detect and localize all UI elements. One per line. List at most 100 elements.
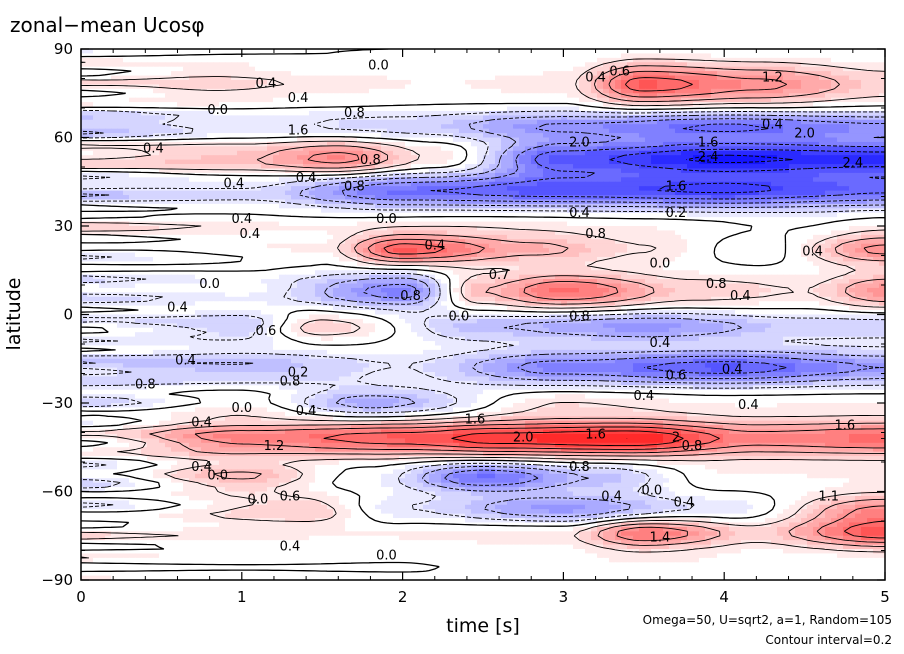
field-cell (867, 75, 874, 81)
field-cell (513, 53, 520, 59)
field-cell (711, 106, 718, 112)
field-cell (387, 133, 394, 139)
field-cell (813, 150, 820, 156)
field-cell (429, 181, 436, 187)
field-cell (381, 164, 388, 170)
field-cell (627, 79, 634, 85)
field-cell (735, 115, 742, 121)
field-cell (477, 75, 484, 81)
field-cell (567, 141, 574, 147)
field-cell (87, 57, 94, 63)
field-cell (465, 150, 472, 156)
field-cell (681, 155, 688, 161)
field-cell (483, 172, 490, 178)
field-cell (501, 49, 508, 55)
field-cell (321, 75, 328, 81)
field-cell (435, 93, 442, 99)
field-cell (843, 172, 850, 178)
field-cell (105, 49, 112, 55)
field-cell (297, 49, 304, 55)
field-cell (123, 66, 130, 72)
field-cell (537, 119, 544, 125)
field-cell (609, 128, 616, 134)
field-cell (87, 155, 94, 161)
field-cell (603, 62, 610, 68)
field-cell (819, 172, 826, 178)
field-cell (105, 212, 112, 218)
field-cell (417, 186, 424, 192)
field-cell (837, 110, 844, 116)
field-cell (165, 62, 172, 68)
field-cell (351, 141, 358, 147)
field-cell (261, 190, 268, 196)
field-cell (237, 97, 244, 103)
field-cell (189, 97, 196, 103)
field-cell (267, 208, 274, 214)
field-cell (381, 199, 388, 205)
field-cell (333, 93, 340, 99)
field-cell (681, 137, 688, 143)
field-cell (219, 124, 226, 130)
field-cell (717, 62, 724, 68)
field-cell (753, 88, 760, 94)
field-cell (165, 212, 172, 218)
field-cell (345, 137, 352, 143)
field-cell (495, 49, 502, 55)
field-cell (159, 97, 166, 103)
field-cell (429, 155, 436, 161)
field-cell (363, 195, 370, 201)
field-cell (867, 49, 874, 55)
field-cell (753, 203, 760, 209)
field-cell (297, 71, 304, 77)
field-cell (873, 124, 880, 130)
field-cell (525, 195, 532, 201)
field-cell (129, 172, 136, 178)
field-cell (843, 159, 850, 165)
field-cell (285, 150, 292, 156)
field-cell (477, 115, 484, 121)
field-cell (861, 172, 868, 178)
field-cell (489, 84, 496, 90)
field-cell (93, 75, 100, 81)
field-cell (837, 190, 844, 196)
field-cell (711, 133, 718, 139)
field-cell (651, 168, 658, 174)
field-cell (597, 102, 604, 108)
field-cell (447, 119, 454, 125)
field-cell (507, 110, 514, 116)
field-cell (795, 79, 802, 85)
field-cell (663, 79, 670, 85)
field-cell (867, 110, 874, 116)
field-cell (195, 75, 202, 81)
field-cell (81, 159, 88, 165)
field-cell (483, 75, 490, 81)
field-cell (561, 110, 568, 116)
field-cell (339, 62, 346, 68)
field-cell (789, 110, 796, 116)
field-cell (111, 172, 118, 178)
field-cell (207, 57, 214, 63)
field-cell (753, 186, 760, 192)
field-cell (267, 57, 274, 63)
field-cell (207, 119, 214, 125)
field-cell (303, 110, 310, 116)
field-cell (591, 66, 598, 72)
field-cell (363, 75, 370, 81)
field-cell (267, 141, 274, 147)
field-cell (273, 71, 280, 77)
field-cell (585, 124, 592, 130)
field-cell (465, 186, 472, 192)
field-cell (369, 155, 376, 161)
field-cell (729, 57, 736, 63)
field-cell (519, 53, 526, 59)
field-cell (249, 102, 256, 108)
field-cell (393, 133, 400, 139)
field-cell (543, 84, 550, 90)
field-cell (237, 49, 244, 55)
field-cell (189, 84, 196, 90)
field-cell (171, 128, 178, 134)
field-cell (813, 137, 820, 143)
field-cell (171, 199, 178, 205)
field-cell (855, 110, 862, 116)
field-cell (813, 141, 820, 147)
